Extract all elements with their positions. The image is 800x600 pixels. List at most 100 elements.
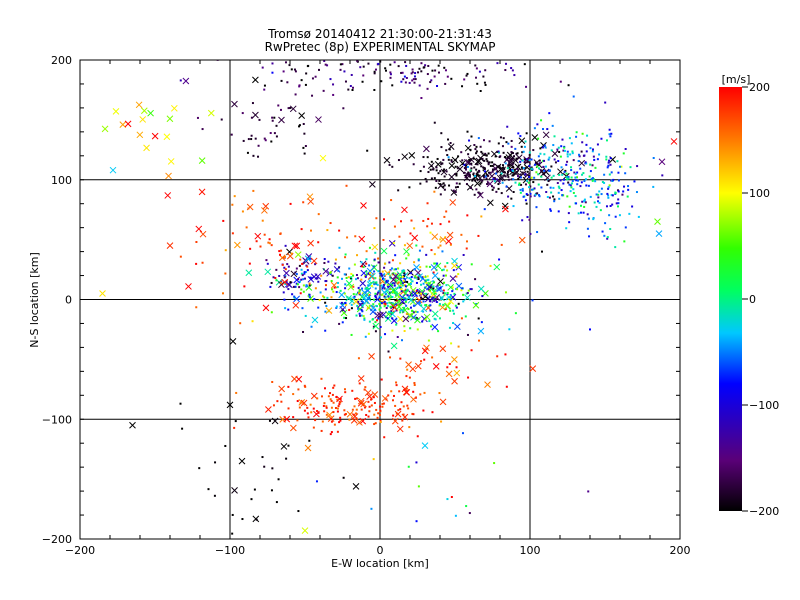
data-point-cross [449,275,457,282]
data-point-dot [337,405,340,408]
data-point-cross [233,241,241,249]
data-point-dot [304,145,307,148]
data-point-dot [442,289,445,292]
data-point-dot [343,388,346,391]
data-point-cross [311,316,319,324]
data-point-dot [352,413,355,416]
data-point-dot [592,178,595,181]
data-point-dot [392,414,395,417]
data-point-dot [476,82,479,85]
data-point-dot [344,273,347,276]
data-point-dot [343,413,346,416]
data-point-dot [303,384,306,387]
data-point-dot [549,209,552,212]
data-point-dot [295,273,298,276]
data-point-dot [404,61,407,64]
data-point-dot [415,276,418,279]
data-point-dot [379,306,382,309]
data-point-dot [468,173,471,176]
data-point-dot [454,173,457,176]
data-point-cross [448,173,456,181]
data-point-cross [195,225,203,233]
data-point-dot [276,400,279,403]
data-point-dot [483,167,486,170]
data-point-cross [314,273,322,280]
data-point-dot [384,302,387,305]
data-point-cross [377,311,384,319]
data-point-dot [309,276,312,279]
data-point-dot [610,171,613,174]
data-point-dot [582,154,585,157]
data-point-dot [552,144,555,147]
data-point-cross [513,168,520,176]
data-point-dot [267,241,270,244]
data-point-dot [587,217,590,220]
data-point-dot [245,226,248,229]
data-point-dot [465,174,468,177]
data-point-dot [343,409,346,412]
data-point-dot [416,328,419,331]
data-point-dot [405,64,408,67]
data-point-cross [432,363,440,370]
data-point-dot [340,301,343,304]
data-point-dot [410,72,413,75]
data-point-dot [469,186,472,189]
data-point-dot [591,177,594,180]
data-point-dot [516,175,519,178]
data-point-dot [350,272,353,275]
data-point-dot [504,291,507,294]
data-point-dot [618,165,621,168]
data-point-dot [349,297,352,300]
data-point-dot [389,305,392,308]
data-point-dot [537,155,540,158]
data-point-dot [378,413,381,416]
data-point-dot [512,166,515,169]
data-point-dot [402,279,405,282]
data-point-dot [589,195,592,198]
data-point-dot [410,272,413,275]
data-point-dot [585,184,588,187]
data-point-dot [304,271,307,274]
data-point-dot [609,227,612,230]
data-point-dot [362,266,365,269]
data-point-dot [491,170,494,173]
data-point-dot [270,489,273,492]
data-point-dot [599,209,602,212]
data-point-dot [431,69,434,72]
data-point-dot [623,240,626,243]
data-point-dot [422,165,425,168]
data-point-cross [290,424,297,432]
data-point-dot [357,357,360,360]
data-point-dot [414,396,417,399]
data-point-dot [524,140,527,143]
data-point-dot [390,310,393,313]
data-point-dot [474,148,477,151]
data-point-dot [460,289,463,292]
data-point-dot [523,63,526,66]
data-point-dot [496,170,499,173]
data-point-dot [330,399,333,402]
data-point-dot [303,409,306,412]
data-point-dot [400,80,403,83]
data-point-cross [163,133,171,141]
data-point-dot [391,259,394,262]
data-point-dot [338,421,341,424]
data-point-dot [453,292,456,295]
data-point-dot [430,249,433,252]
data-point-dot [461,85,464,88]
data-point-dot [415,294,418,297]
data-point-dot [392,310,395,313]
data-point-dot [452,269,455,272]
data-point-dot [361,302,364,305]
data-point-cross [198,157,206,164]
data-point-dot [377,261,380,264]
data-point-dot [449,142,452,145]
data-point-dot [447,158,450,161]
data-point-dot [528,174,531,177]
data-point-cross [360,400,367,408]
data-point-dot [374,287,377,290]
data-point-dot [381,293,384,296]
data-point-dot [401,419,404,422]
data-point-dot [414,316,417,319]
data-point-dot [395,384,398,387]
